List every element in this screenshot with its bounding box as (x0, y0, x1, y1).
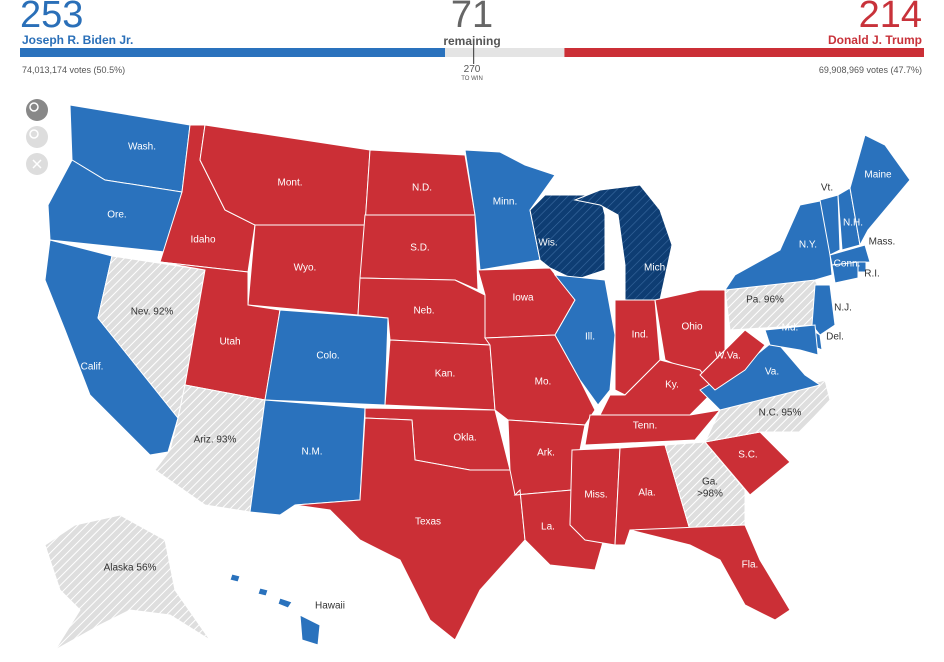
state-label: Conn. (834, 259, 861, 270)
remaining-label: remaining (443, 34, 501, 48)
state (44, 514, 211, 651)
state-label: Idaho (190, 235, 215, 246)
state-label: La. (541, 522, 555, 533)
state-label: N.J. (834, 303, 852, 314)
state-label: Ind. (632, 330, 649, 341)
state-label: Wyo. (294, 263, 317, 274)
state (294, 417, 526, 641)
state-label: Iowa (512, 293, 534, 304)
state-label: Miss. (584, 490, 607, 501)
state-label: Okla. (453, 433, 476, 444)
to-win-label: TO WIN (461, 76, 483, 82)
state-label-sub: >98% (697, 489, 723, 500)
biden-votes: 74,013,174 votes (50.5%) (22, 65, 126, 75)
state-label: Mass. (869, 237, 896, 248)
state (811, 284, 836, 336)
state-label: Maine (864, 170, 892, 181)
state-label: Wash. (128, 142, 156, 153)
state (529, 194, 606, 281)
state-label: N.Y. (799, 240, 817, 251)
labels: Wash. Ore. Calif. Nev. 92% Idaho Mont. Wyo. Uta… (81, 142, 896, 612)
state-label: N.H. (843, 218, 863, 229)
state-label: Del. (826, 332, 844, 343)
state (764, 324, 819, 356)
biden-name: Joseph R. Biden Jr. (22, 33, 134, 47)
trump-electoral: 214 (858, 0, 922, 36)
zoom-in-icon (29, 102, 39, 112)
remaining-electoral: 71 (450, 0, 494, 36)
state (629, 524, 791, 621)
state-label: Ohio (681, 322, 703, 333)
state-label: R.I. (864, 269, 880, 280)
state-label: Tenn. (633, 421, 657, 432)
state-label: Hawaii (315, 601, 345, 612)
state (849, 134, 911, 247)
state-label: Colo. (316, 351, 339, 362)
state-label: N.C. 95% (759, 408, 802, 419)
state (553, 274, 616, 406)
state-label: Calif. (81, 362, 104, 373)
biden-electoral: 253 (20, 0, 84, 36)
state (829, 244, 871, 266)
state-label: Ga. (702, 477, 718, 488)
electoral-bar (20, 44, 924, 64)
bar-biden (20, 48, 446, 57)
state-label: Ariz. 93% (194, 435, 237, 446)
reset-icon (32, 159, 42, 169)
state-label: Neb. (413, 306, 434, 317)
state-label: Ill. (585, 332, 595, 343)
state-label: S.C. (738, 450, 757, 461)
state-label: Ark. (537, 448, 555, 459)
state (584, 409, 722, 446)
state (664, 441, 746, 531)
state-label: Ore. (107, 210, 126, 221)
state (199, 124, 371, 226)
state (359, 214, 479, 291)
state (699, 329, 766, 391)
state-label: Mich. (644, 263, 668, 274)
state-label: Mo. (535, 377, 552, 388)
bar-remaining (445, 48, 565, 57)
state-label: N.M. (301, 447, 322, 458)
state (831, 261, 859, 284)
trump-name: Donald J. Trump (827, 33, 922, 47)
state (704, 379, 831, 443)
zoom-out-icon (29, 129, 39, 139)
state-label: Mont. (277, 178, 302, 189)
to-win-number: 270 (463, 64, 481, 75)
state-label: Kan. (435, 369, 456, 380)
state-label: Minn. (493, 197, 517, 208)
bar-trump (564, 48, 924, 57)
trump-votes: 69,908,969 votes (47.7%) (818, 65, 922, 75)
state-label: Fla. (742, 560, 759, 571)
states (44, 104, 911, 651)
state-label: Md. (782, 323, 799, 334)
state-label: Utah (219, 337, 240, 348)
state (229, 573, 321, 646)
state-label: Va. (765, 367, 779, 378)
state (569, 447, 621, 546)
state-label: Pa. 96% (746, 295, 784, 306)
state (819, 194, 841, 256)
state-label: Texas (415, 517, 441, 528)
state-label: N.D. (412, 183, 432, 194)
state-label: Wis. (538, 238, 557, 249)
state-label: Alaska 56% (104, 563, 157, 574)
state-label: Nev. 92% (131, 307, 174, 318)
state-label: S.D. (410, 243, 429, 254)
zoom-controls (26, 99, 48, 175)
state-label: Ky. (665, 380, 679, 391)
state-label: Ala. (638, 488, 655, 499)
state-label: Vt. (821, 183, 833, 194)
state-label: W.Va. (715, 351, 741, 362)
